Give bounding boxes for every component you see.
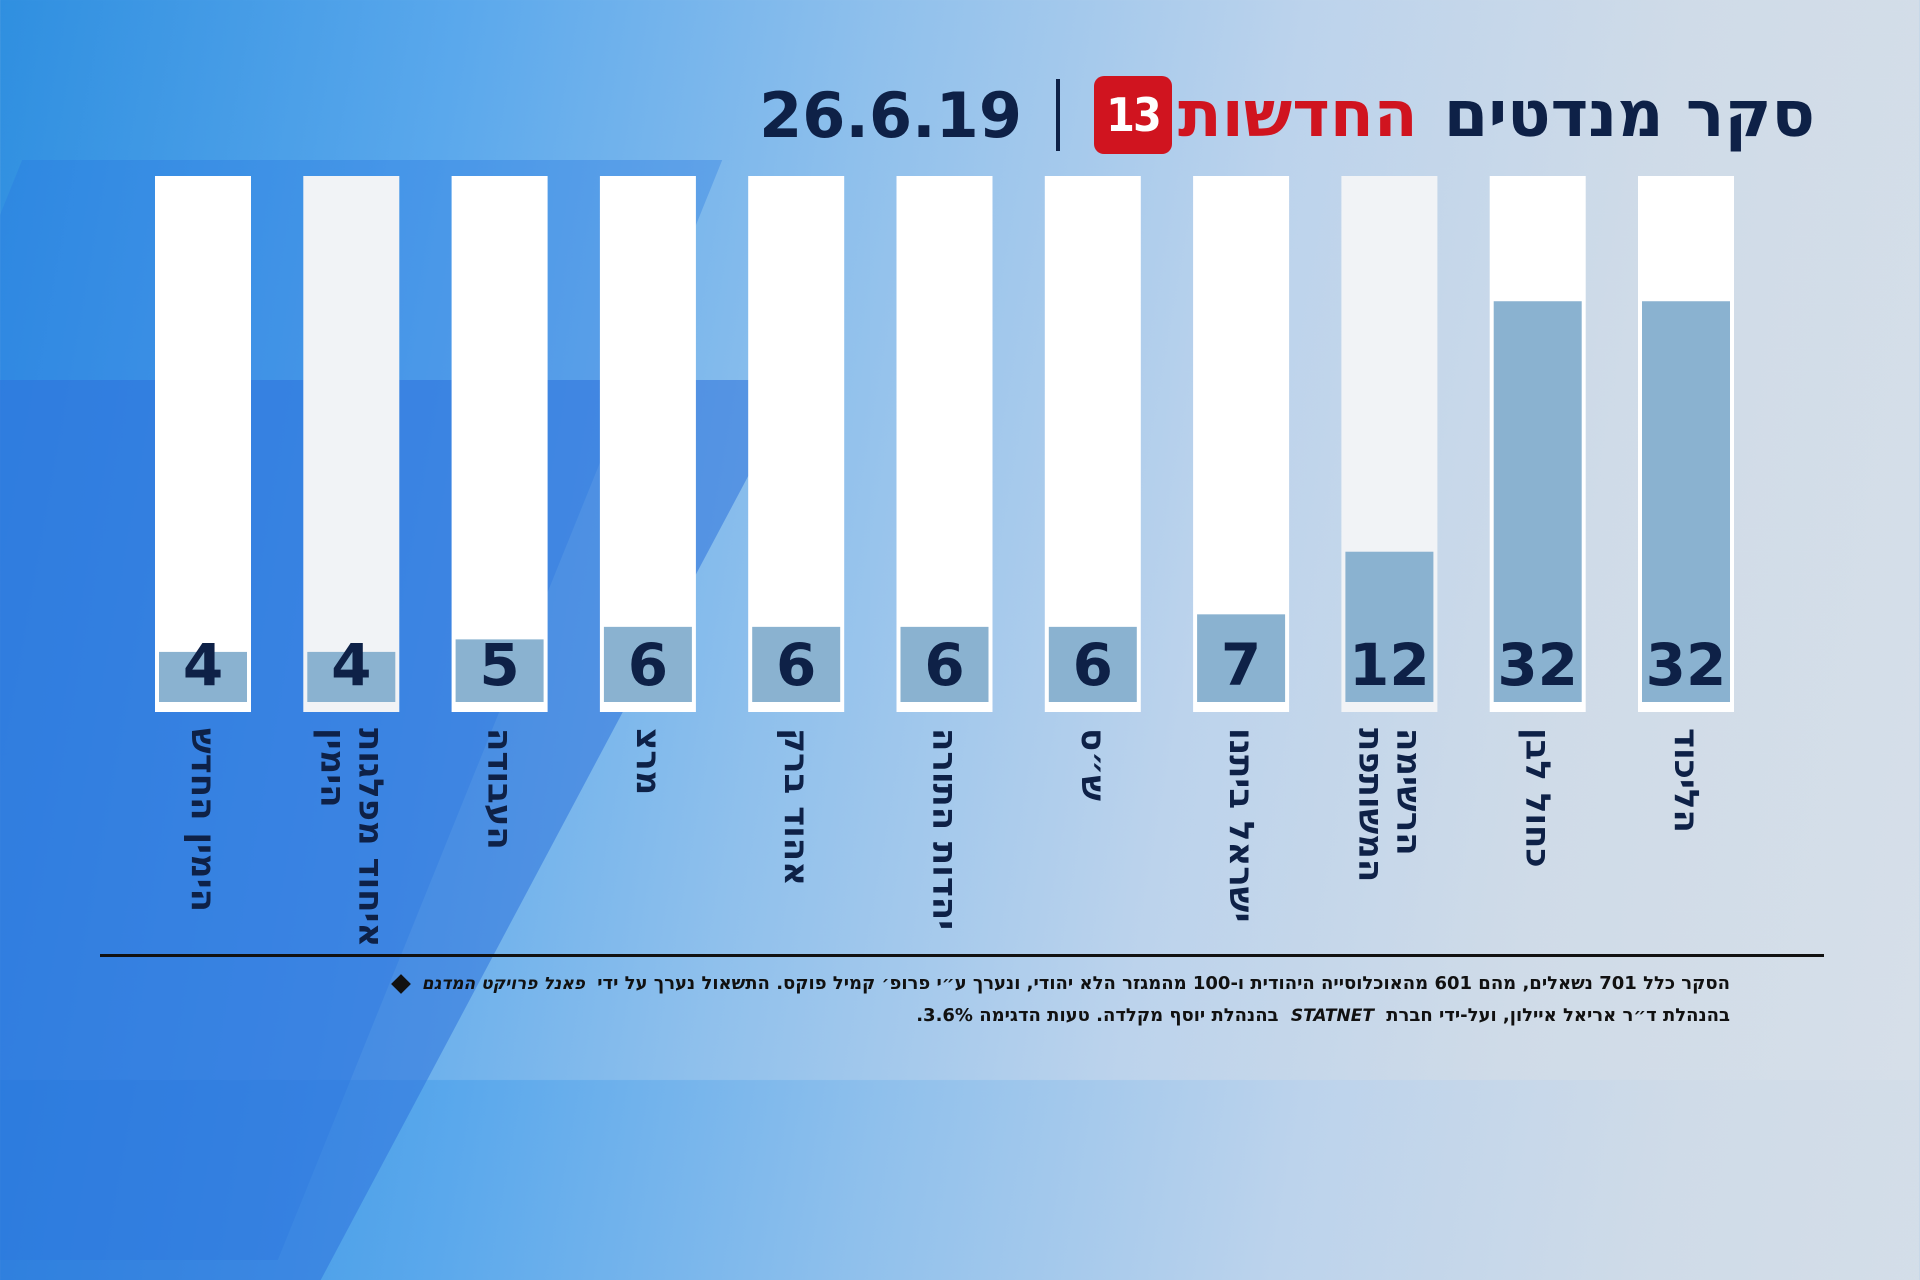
channel-logo-number: 13 [1106,88,1162,142]
category-label: הימין החדש [183,728,223,912]
category-label: איחוד מפלגות הימין [312,728,391,948]
data-label: 6 [776,631,816,699]
bar [1197,614,1286,702]
data-label: 5 [479,631,519,699]
bar-track [1044,176,1141,712]
category-label: הרשימה המשותפת [1350,728,1429,883]
data-label: 32 [1497,631,1578,699]
bar-track [451,176,548,712]
category-label: יהדות התורה [924,728,965,931]
category-label: כחול לבן [1517,728,1558,868]
data-label: 6 [1073,631,1113,699]
bar-track [748,176,845,712]
footnote-line-2: בהנהלת ד״ר אריאל איילון, ועל-ידי חברת ST… [610,1000,1730,1032]
data-label: 4 [183,631,223,699]
panel-logo: פאנל פרויקט המדגם [421,974,585,994]
category-label: העבודה [479,728,520,850]
chart-header: סקר מנדטים החדשות 13 26.6.19 [759,70,1815,160]
footnote-divider [100,954,1824,957]
bar [1642,301,1730,702]
seats-bar-chart: 32 32 12 7 6 6 6 6 5 4 4 [155,176,1730,712]
bar [752,626,841,702]
footnote-text-1: הסקר כלל 701 נשאלים, מהם 601 מהאוכלוסייה… [597,973,1730,994]
statnet-logo: STATNET [1290,1006,1374,1026]
brand-name: החדשות [1177,78,1418,152]
data-label: 6 [628,631,668,699]
bar-track [155,176,251,712]
data-label: 4 [331,631,371,699]
header-divider [1055,79,1060,151]
bar [455,639,544,702]
survey-date: 26.6.19 [759,78,1022,152]
bar [159,651,247,702]
bar-track [303,176,400,712]
bar [603,626,692,702]
category-label: אהוד ברק [776,728,817,886]
data-label: 7 [1221,631,1261,699]
brand: החדשות 13 [1093,76,1418,154]
category-label: הליכוד [1666,728,1706,833]
data-label: 12 [1349,631,1430,699]
survey-footnote: הסקר כלל 701 נשאלים, מהם 601 מהאוכלוסייה… [390,968,1730,1032]
bar [307,651,396,702]
data-label: 32 [1646,631,1727,699]
bar [900,626,989,702]
category-label: ישראל ביתנו [1221,728,1262,923]
category-label: מרצ [627,728,668,796]
bar-track [599,176,696,712]
data-label: 6 [924,631,964,699]
category-label: ש״ס [1072,728,1113,802]
bar [1048,626,1137,702]
footnote-line-1: הסקר כלל 701 נשאלים, מהם 601 מהאוכלוסייה… [390,968,1730,1000]
footnote-text-2b: בהנהלת יוסף מקלדה. טעות הדגימה 3.6%. [916,1005,1279,1026]
bar [1345,551,1434,702]
diamond-icon [390,974,411,994]
bar [1493,301,1582,702]
page-title: סקר מנדטים [1443,78,1815,152]
footnote-text-2a: בהנהלת ד״ר אריאל איילון, ועל-ידי חברת [1386,1005,1730,1026]
channel-logo-icon: 13 [1093,76,1172,154]
bar-track [896,176,993,712]
